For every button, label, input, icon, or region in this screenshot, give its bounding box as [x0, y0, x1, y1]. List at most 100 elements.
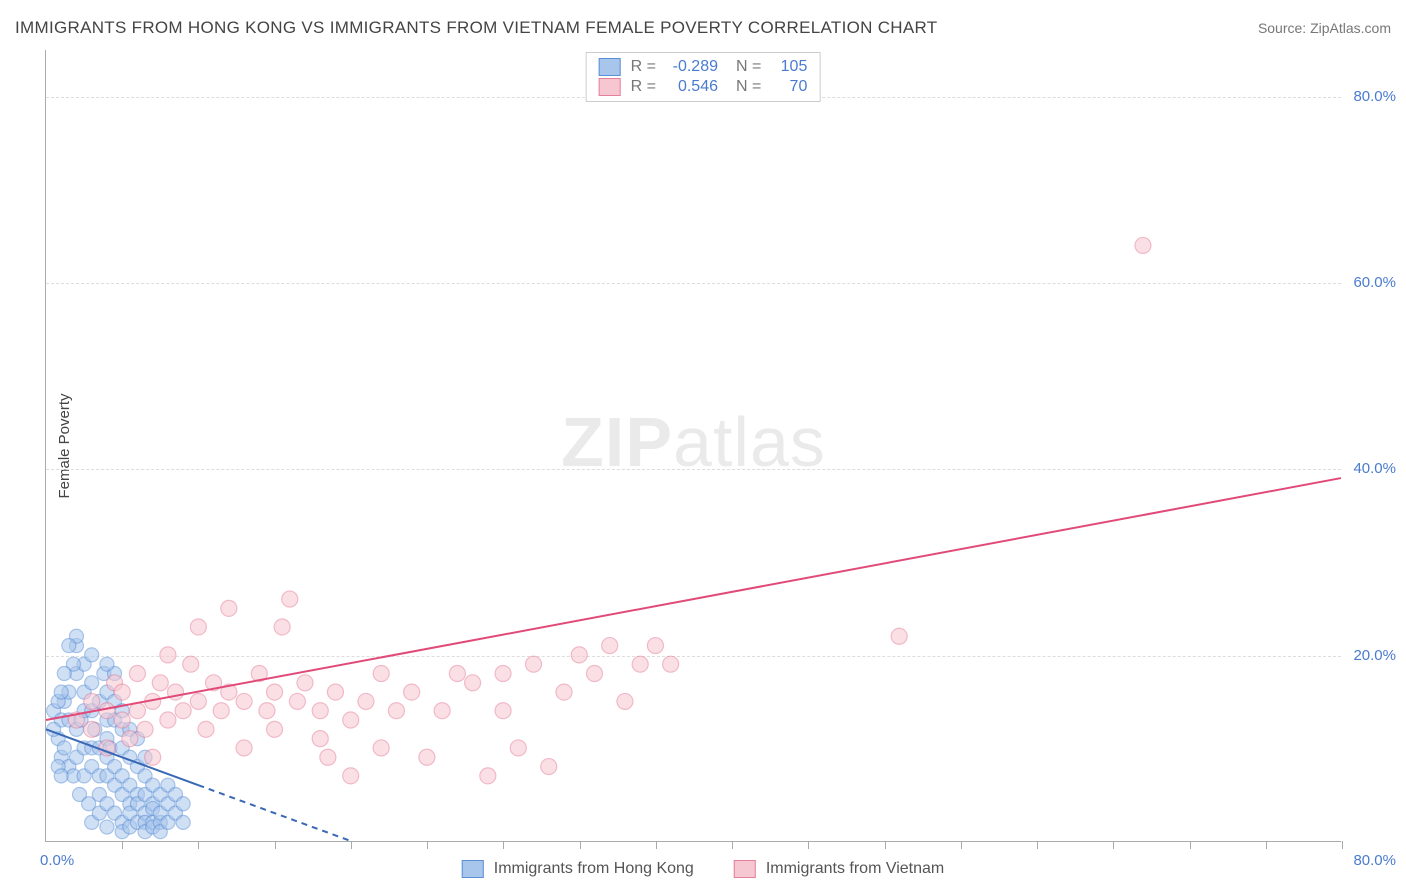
scatter-plot-svg: [46, 50, 1341, 841]
legend-label: Immigrants from Vietnam: [766, 860, 944, 878]
trend-line-vn: [46, 478, 1341, 720]
r-label: R =: [631, 78, 656, 96]
data-point-vn: [274, 619, 290, 635]
x-tick: [656, 841, 657, 849]
data-point-vn: [343, 768, 359, 784]
data-point-vn: [586, 666, 602, 682]
data-point-vn: [373, 666, 389, 682]
data-point-vn: [434, 703, 450, 719]
x-tick: [1342, 841, 1343, 849]
data-point-vn: [267, 684, 283, 700]
data-point-vn: [327, 684, 343, 700]
data-point-vn: [221, 600, 237, 616]
x-tick: [1190, 841, 1191, 849]
data-point-vn: [160, 712, 176, 728]
data-point-vn: [526, 656, 542, 672]
data-point-vn: [358, 693, 374, 709]
data-point-vn: [602, 638, 618, 654]
legend-swatch-vn: [734, 860, 756, 878]
trend-line-hk-dashed: [198, 785, 350, 841]
data-point-vn: [480, 768, 496, 784]
legend-swatch-hk: [599, 58, 621, 76]
data-point-vn: [145, 749, 161, 765]
n-label: N =: [736, 58, 761, 76]
data-point-vn: [99, 703, 115, 719]
x-tick: [198, 841, 199, 849]
data-point-vn: [236, 693, 252, 709]
data-point-vn: [571, 647, 587, 663]
data-point-vn: [495, 703, 511, 719]
legend-swatch-hk: [462, 860, 484, 878]
legend-swatch-vn: [599, 78, 621, 96]
y-tick-label: 60.0%: [1353, 274, 1396, 291]
data-point-vn: [129, 703, 145, 719]
x-tick: [503, 841, 504, 849]
r-value: 0.546: [666, 78, 718, 96]
r-label: R =: [631, 58, 656, 76]
data-point-vn: [213, 703, 229, 719]
legend-label: Immigrants from Hong Kong: [494, 860, 694, 878]
data-point-hk: [54, 769, 68, 783]
data-point-vn: [663, 656, 679, 672]
x-tick: [885, 841, 886, 849]
data-point-vn: [541, 759, 557, 775]
data-point-hk: [100, 657, 114, 671]
data-point-vn: [465, 675, 481, 691]
data-point-vn: [190, 619, 206, 635]
x-tick: [580, 841, 581, 849]
data-point-vn: [891, 628, 907, 644]
x-tick: [1266, 841, 1267, 849]
data-point-vn: [510, 740, 526, 756]
chart-title: IMMIGRANTS FROM HONG KONG VS IMMIGRANTS …: [15, 18, 937, 38]
y-tick-label: 80.0%: [1353, 88, 1396, 105]
x-axis-legend: Immigrants from Hong Kong Immigrants from…: [462, 860, 945, 878]
data-point-vn: [373, 740, 389, 756]
data-point-vn: [114, 684, 130, 700]
x-tick: [1037, 841, 1038, 849]
data-point-hk: [62, 639, 76, 653]
data-point-vn: [320, 749, 336, 765]
data-point-vn: [419, 749, 435, 765]
stats-row-vn: R = 0.546 N = 70: [599, 77, 808, 97]
chart-plot-area: ZIPatlas 20.0%40.0%60.0%80.0%0.0%80.0%: [45, 50, 1341, 842]
data-point-vn: [312, 731, 328, 747]
data-point-vn: [282, 591, 298, 607]
data-point-vn: [449, 666, 465, 682]
data-point-vn: [388, 703, 404, 719]
data-point-vn: [122, 731, 138, 747]
r-value: -0.289: [666, 58, 718, 76]
x-origin-label: 0.0%: [40, 852, 74, 869]
data-point-vn: [632, 656, 648, 672]
n-value: 105: [771, 58, 807, 76]
data-point-vn: [129, 666, 145, 682]
data-point-hk: [100, 820, 114, 834]
data-point-hk: [176, 797, 190, 811]
n-label: N =: [736, 78, 761, 96]
data-point-vn: [404, 684, 420, 700]
x-max-label: 80.0%: [1353, 852, 1396, 869]
data-point-vn: [114, 712, 130, 728]
data-point-hk: [57, 741, 71, 755]
header: IMMIGRANTS FROM HONG KONG VS IMMIGRANTS …: [15, 18, 1391, 38]
data-point-vn: [617, 693, 633, 709]
x-tick: [732, 841, 733, 849]
data-point-hk: [57, 667, 71, 681]
data-point-vn: [160, 647, 176, 663]
data-point-vn: [175, 703, 191, 719]
x-tick: [427, 841, 428, 849]
data-point-vn: [236, 740, 252, 756]
data-point-vn: [297, 675, 313, 691]
data-point-vn: [152, 675, 168, 691]
data-point-hk: [176, 815, 190, 829]
data-point-hk: [85, 676, 99, 690]
x-tick: [122, 841, 123, 849]
data-point-vn: [556, 684, 572, 700]
data-point-vn: [267, 721, 283, 737]
x-legend-item-vn: Immigrants from Vietnam: [734, 860, 944, 878]
data-point-vn: [84, 721, 100, 737]
x-tick: [351, 841, 352, 849]
data-point-vn: [198, 721, 214, 737]
data-point-vn: [495, 666, 511, 682]
y-tick-label: 40.0%: [1353, 460, 1396, 477]
stats-row-hk: R = -0.289 N = 105: [599, 57, 808, 77]
